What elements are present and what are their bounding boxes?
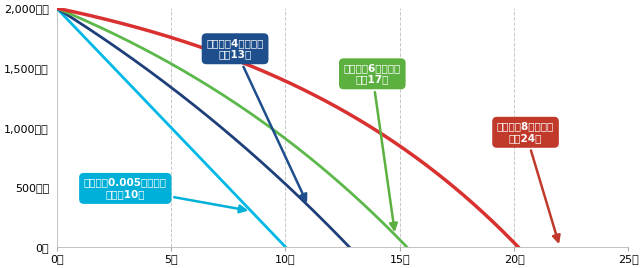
Text: 利回りが4％の場合
　終13年: 利回りが4％の場合 終13年	[206, 38, 306, 201]
Text: 利回りが0.005％の場合
　　終10年: 利回りが0.005％の場合 終10年	[84, 178, 246, 212]
Text: 利回りが6％の場合
　終17年: 利回りが6％の場合 終17年	[343, 63, 401, 229]
Text: 利回りが8％の場合
　終24年: 利回りが8％の場合 終24年	[497, 121, 559, 241]
